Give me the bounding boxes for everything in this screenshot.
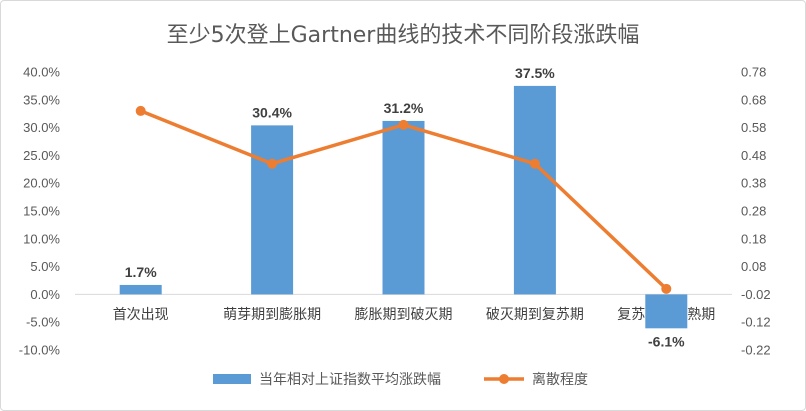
x-tick-label: 破灭期到复苏期 bbox=[486, 306, 584, 323]
y-right-tick-label: -0.02 bbox=[741, 287, 771, 302]
line-point bbox=[529, 158, 540, 169]
x-tick-label: 首次出现 bbox=[113, 307, 169, 323]
y-left-tick-label: 5.0% bbox=[30, 259, 60, 274]
bar-series bbox=[119, 85, 688, 329]
y-right-tick-label: -0.12 bbox=[741, 315, 771, 330]
y-left-tick-label: 15.0% bbox=[23, 204, 60, 219]
y-left-tick-label: 30.0% bbox=[23, 120, 60, 135]
line-series bbox=[135, 105, 672, 294]
y-right-tick-label: 0.18 bbox=[741, 231, 766, 246]
x-tick-label: 膨胀期到破灭期 bbox=[355, 306, 453, 323]
bar-data-label: 30.4% bbox=[252, 104, 292, 120]
bar-data-label: -6.1% bbox=[648, 333, 685, 349]
chart-title: 至少5次登上Gartner曲线的技术不同阶段涨跌幅 bbox=[167, 23, 640, 48]
legend-label-bar: 当年相对上证指数平均涨跌幅 bbox=[259, 372, 441, 388]
y-right-tick-label: 0.68 bbox=[741, 92, 766, 107]
line-point bbox=[135, 105, 146, 116]
legend: 当年相对上证指数平均涨跌幅 离散程度 bbox=[213, 371, 588, 388]
legend-swatch-marker bbox=[499, 374, 509, 384]
y-left-tick-label: -5.0% bbox=[26, 315, 60, 330]
y-right-tick-label: 0.28 bbox=[741, 204, 766, 219]
y-left-tick-label: 0.0% bbox=[30, 287, 60, 302]
y-right-tick-label: 0.58 bbox=[741, 120, 766, 135]
y-left-tick-label: 40.0% bbox=[23, 65, 60, 80]
line-point bbox=[267, 158, 278, 169]
y-left-tick-label: 35.0% bbox=[23, 92, 60, 107]
y-left-tick-label: -10.0% bbox=[19, 343, 61, 358]
bar-data-label: 31.2% bbox=[384, 100, 424, 116]
bar bbox=[119, 284, 162, 295]
bar bbox=[645, 294, 688, 329]
y-right-tick-label: -0.22 bbox=[741, 343, 771, 358]
y-right-tick-label: 0.78 bbox=[741, 65, 766, 80]
legend-label-line: 离散程度 bbox=[532, 371, 588, 388]
axes: 40.0% 35.0% 30.0% 25.0% 20.0% 15.0% 10.0% 5.0% 0… bbox=[19, 65, 771, 358]
bar-data-label: 1.7% bbox=[125, 264, 157, 280]
y-left-tick-label: 20.0% bbox=[23, 176, 60, 191]
y-right-tick-label: 0.48 bbox=[741, 148, 766, 163]
y-left-tick-label: 10.0% bbox=[23, 231, 60, 246]
y-right-tick-label: 0.38 bbox=[741, 176, 766, 191]
bar bbox=[382, 120, 425, 295]
legend-swatch-bar bbox=[213, 374, 251, 384]
bar bbox=[251, 125, 294, 295]
line-point bbox=[661, 283, 672, 294]
data-labels: 1.7% 30.4% 31.2% 37.5% -6.1% bbox=[125, 65, 685, 349]
x-tick-label: 萌芽期到膨胀期 bbox=[223, 306, 321, 323]
y-left-tick-label: 25.0% bbox=[23, 148, 60, 163]
bar bbox=[513, 85, 556, 295]
y-right-tick-label: 0.08 bbox=[741, 259, 766, 274]
bar-data-label: 37.5% bbox=[515, 65, 555, 81]
line-point bbox=[398, 119, 409, 130]
